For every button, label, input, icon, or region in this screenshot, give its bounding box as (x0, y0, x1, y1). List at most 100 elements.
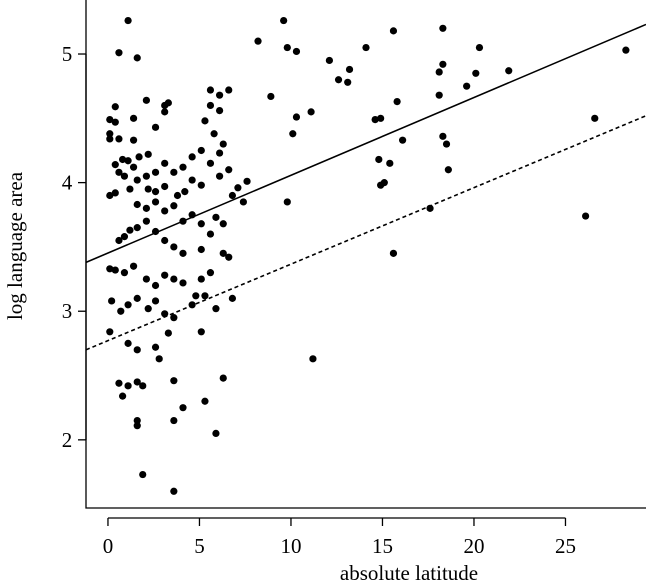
data-point (129, 114, 138, 122)
data-point (345, 65, 354, 74)
data-point (267, 92, 275, 101)
data-point (106, 135, 114, 143)
x-tick-label: 10 (280, 534, 301, 558)
y-axis-title: log language area (3, 171, 27, 320)
data-point (133, 176, 141, 184)
data-point (111, 118, 119, 126)
data-point (161, 182, 169, 191)
data-point (228, 294, 237, 302)
data-point (201, 117, 209, 125)
x-axis-title: absolute latitude (340, 561, 478, 584)
data-point (124, 157, 132, 165)
data-point (197, 275, 205, 283)
data-point (307, 108, 315, 116)
data-point (164, 329, 172, 337)
data-point (161, 207, 169, 215)
data-point (129, 262, 138, 270)
data-point (283, 43, 291, 52)
data-point (144, 150, 152, 158)
data-point (362, 43, 370, 52)
data-point (188, 301, 196, 309)
data-point (170, 168, 178, 176)
data-point (197, 328, 205, 336)
data-point (155, 355, 163, 363)
data-point (179, 217, 187, 225)
data-point (309, 355, 317, 363)
data-point (151, 123, 160, 131)
data-point (124, 382, 132, 390)
y-tick-label: 2 (62, 428, 73, 452)
data-point (120, 269, 129, 277)
data-point (219, 220, 227, 228)
data-point (505, 67, 513, 75)
data-point (435, 91, 443, 99)
axes: 2 3 4 5 0 5 10 15 20 25 (62, 0, 646, 558)
data-point (133, 200, 141, 209)
data-point (151, 281, 160, 290)
data-point (463, 82, 471, 90)
data-point (622, 46, 630, 54)
data-point (225, 166, 233, 174)
data-point (139, 382, 147, 390)
data-point (283, 198, 291, 206)
data-point (192, 292, 200, 300)
data-point (389, 27, 398, 35)
data-point (144, 305, 152, 313)
data-point (181, 188, 189, 196)
x-tick-label: 0 (103, 534, 114, 558)
data-point (170, 202, 178, 210)
data-point (188, 153, 196, 161)
data-point (115, 236, 123, 245)
data-point (179, 404, 187, 412)
fit-lines (85, 23, 646, 351)
data-point (115, 49, 123, 57)
data-point (344, 78, 352, 86)
data-point (161, 310, 169, 318)
data-point (219, 249, 227, 257)
data-point (206, 159, 215, 167)
data-point (225, 86, 233, 94)
data-point (239, 198, 247, 206)
data-point (170, 487, 178, 495)
data-point (212, 213, 220, 221)
data-point (144, 185, 152, 193)
data-point (228, 191, 237, 200)
data-point (393, 98, 401, 106)
data-point (197, 220, 205, 228)
data-point (108, 297, 116, 305)
data-point (219, 140, 227, 148)
data-point (380, 179, 388, 187)
data-point (215, 149, 224, 157)
data-point (117, 307, 125, 315)
data-point (170, 243, 178, 251)
data-point (106, 116, 114, 124)
data-point (280, 16, 288, 25)
data-point (161, 271, 169, 279)
y-tick-label: 5 (62, 42, 73, 66)
data-point (135, 153, 143, 161)
data-point (444, 166, 452, 174)
data-point (170, 275, 178, 283)
data-point (133, 54, 141, 62)
data-point (115, 168, 123, 176)
x-tick-label: 20 (463, 534, 484, 558)
data-point (111, 161, 119, 169)
data-point (292, 47, 301, 56)
data-point (142, 172, 150, 180)
data-point (120, 172, 129, 180)
data-point (377, 114, 385, 122)
data-point (292, 113, 301, 121)
data-point (161, 159, 169, 167)
data-point (126, 226, 134, 234)
data-point (106, 130, 114, 138)
x-tick-label: 5 (194, 534, 205, 558)
data-point (120, 233, 129, 241)
data-point (151, 297, 160, 305)
data-point (206, 86, 215, 94)
plot-frame (85, 0, 646, 509)
data-point (197, 146, 205, 155)
data-point (201, 397, 209, 405)
data-point (161, 236, 169, 245)
data-point (142, 96, 150, 104)
